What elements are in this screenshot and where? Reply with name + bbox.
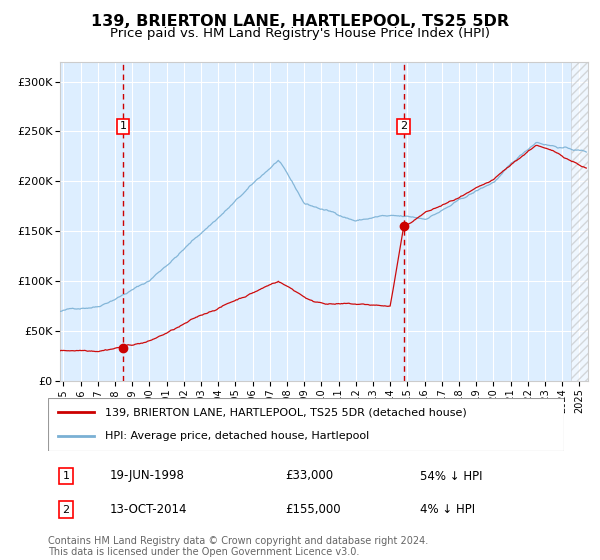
Text: HPI: Average price, detached house, Hartlepool: HPI: Average price, detached house, Hart… bbox=[105, 431, 369, 441]
Text: 54% ↓ HPI: 54% ↓ HPI bbox=[419, 469, 482, 483]
Text: Contains HM Land Registry data © Crown copyright and database right 2024.
This d: Contains HM Land Registry data © Crown c… bbox=[48, 535, 428, 557]
Text: 19-JUN-1998: 19-JUN-1998 bbox=[110, 469, 185, 483]
Text: 1: 1 bbox=[62, 471, 70, 481]
Text: 2: 2 bbox=[400, 122, 407, 132]
Text: £155,000: £155,000 bbox=[286, 503, 341, 516]
Text: 1: 1 bbox=[119, 122, 127, 132]
Text: 139, BRIERTON LANE, HARTLEPOOL, TS25 5DR: 139, BRIERTON LANE, HARTLEPOOL, TS25 5DR bbox=[91, 14, 509, 29]
FancyBboxPatch shape bbox=[48, 398, 564, 451]
Text: 4% ↓ HPI: 4% ↓ HPI bbox=[419, 503, 475, 516]
Text: 139, BRIERTON LANE, HARTLEPOOL, TS25 5DR (detached house): 139, BRIERTON LANE, HARTLEPOOL, TS25 5DR… bbox=[105, 408, 467, 418]
Text: Price paid vs. HM Land Registry's House Price Index (HPI): Price paid vs. HM Land Registry's House … bbox=[110, 27, 490, 40]
Text: £33,000: £33,000 bbox=[286, 469, 334, 483]
Text: 2: 2 bbox=[62, 505, 70, 515]
Bar bbox=[571, 62, 588, 381]
Text: 13-OCT-2014: 13-OCT-2014 bbox=[110, 503, 187, 516]
